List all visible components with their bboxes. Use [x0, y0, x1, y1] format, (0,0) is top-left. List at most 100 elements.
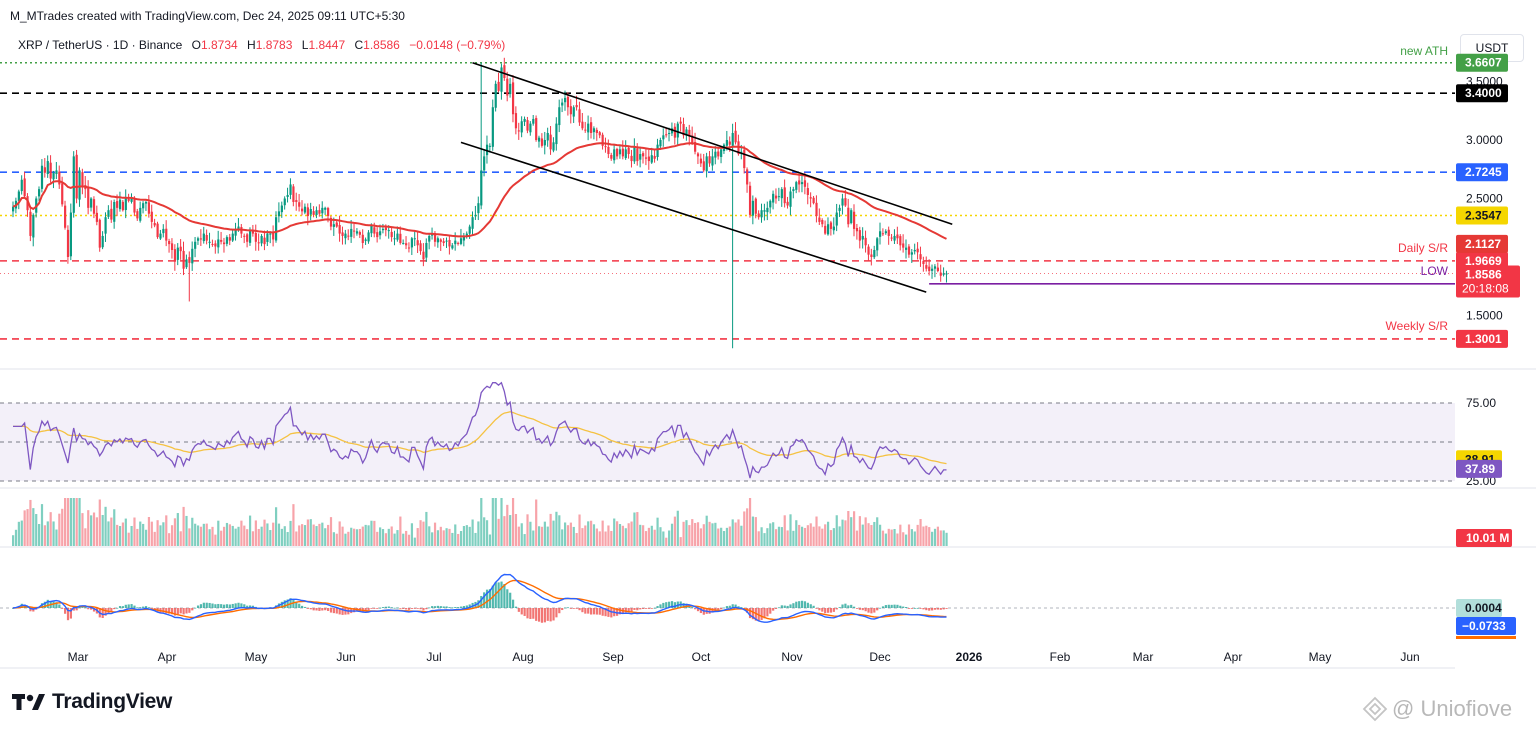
last-price-label-bg	[1456, 265, 1520, 298]
macd-histogram-bar	[136, 607, 139, 609]
candle-body	[95, 212, 99, 222]
macd-histogram-bar	[329, 608, 333, 613]
macd-histogram-bar	[668, 601, 671, 608]
candle-body	[384, 227, 388, 231]
candle-body	[379, 231, 382, 236]
macd-histogram-bar	[696, 608, 700, 612]
volume-bar	[647, 527, 650, 546]
volume-bar	[139, 521, 142, 546]
candle-body	[783, 187, 786, 204]
volume-bar	[471, 519, 474, 546]
volume-bar	[936, 526, 939, 546]
candle-body	[679, 121, 682, 124]
macd-histogram-bar	[370, 608, 373, 609]
volume-bar	[789, 514, 792, 546]
macd-histogram-bar	[225, 604, 229, 608]
candle-body	[607, 146, 610, 155]
rsi-line	[13, 381, 947, 479]
level-price-label: 3.4000	[1465, 86, 1502, 100]
volume-bar	[367, 525, 370, 546]
volume-bar	[714, 522, 717, 546]
candle-body	[616, 148, 619, 157]
candle-body	[803, 180, 807, 187]
volume-bar	[592, 524, 596, 546]
macd-histogram-bar	[913, 607, 916, 609]
candle-body	[754, 198, 757, 214]
macd-histogram-bar	[133, 605, 136, 608]
candle-body	[274, 217, 278, 241]
macd-histogram-bar	[769, 608, 772, 614]
macd-histogram-bar	[806, 602, 809, 608]
candle-body	[399, 233, 402, 243]
candle-body	[116, 201, 119, 208]
candle-body	[766, 207, 769, 213]
volume-bar	[517, 526, 520, 546]
candle-body	[899, 236, 902, 246]
volume-bar	[537, 526, 541, 546]
candle-body	[416, 240, 419, 246]
macd-histogram-bar	[402, 608, 405, 609]
candle-body	[17, 191, 20, 201]
macd-histogram-bar	[561, 608, 564, 611]
volume-bar	[379, 527, 382, 546]
macd-histogram-bar	[315, 608, 318, 611]
volume-bar	[821, 528, 824, 546]
volume-bar	[483, 517, 486, 546]
volume-bar	[850, 517, 853, 546]
candle-body	[847, 207, 850, 225]
volume-bar	[40, 504, 44, 546]
volume-bar	[725, 527, 729, 546]
macd-histogram-bar	[373, 608, 376, 609]
macd-histogram-bar	[101, 608, 104, 619]
candle-body	[902, 243, 905, 248]
volume-bar	[121, 522, 125, 546]
volume-bar	[280, 528, 283, 546]
macd-histogram-bar	[445, 606, 448, 608]
volume-bar	[162, 522, 165, 546]
volume-bar	[613, 518, 616, 546]
volume-bar	[298, 525, 301, 546]
macd-histogram-bar	[202, 602, 205, 608]
volume-bar	[274, 507, 278, 546]
macd-histogram-bar	[595, 608, 598, 615]
candle-body	[740, 151, 743, 153]
candle-body	[653, 155, 656, 159]
macd-histogram-bar	[884, 605, 887, 608]
volume-bar	[555, 511, 558, 546]
volume-bar	[905, 534, 908, 546]
volume-bar	[436, 530, 440, 546]
macd-histogram-bar	[587, 608, 590, 614]
time-axis-tick: Mar	[68, 650, 89, 664]
candle-body	[188, 257, 191, 263]
candle-body	[613, 149, 616, 161]
volume-bar	[731, 519, 734, 546]
macd-histogram-bar	[477, 600, 480, 608]
macd-histogram-bar	[448, 607, 451, 608]
macd-histogram-bar	[821, 608, 824, 612]
volume-bar	[338, 521, 341, 546]
volume-bar	[332, 532, 335, 546]
macd-histogram-bar	[367, 608, 370, 611]
symbol-name[interactable]: XRP / TetherUS · 1D · Binance	[18, 38, 183, 52]
volume-bar	[722, 531, 726, 546]
volume-bar	[153, 531, 156, 546]
candle-body	[708, 156, 711, 164]
candle-body	[855, 228, 859, 232]
volume-bar	[35, 514, 38, 546]
volume-bar	[170, 525, 174, 546]
macd-histogram-bar	[511, 599, 515, 608]
tradingview-logo[interactable]: TradingView	[12, 690, 172, 714]
candle-body	[211, 243, 214, 245]
volume-bar	[500, 498, 503, 546]
price-axis-tick: 2.5000	[1466, 192, 1503, 206]
candle-body	[590, 122, 593, 133]
last-price-label: 1.8586	[1465, 268, 1502, 282]
volume-bar	[324, 528, 327, 546]
volume-bar	[222, 526, 226, 546]
candle-body	[165, 228, 168, 241]
volume-bar	[130, 525, 133, 546]
candle-body	[942, 273, 945, 275]
macd-histogram-bar	[748, 608, 752, 619]
volume-bar	[890, 529, 893, 546]
